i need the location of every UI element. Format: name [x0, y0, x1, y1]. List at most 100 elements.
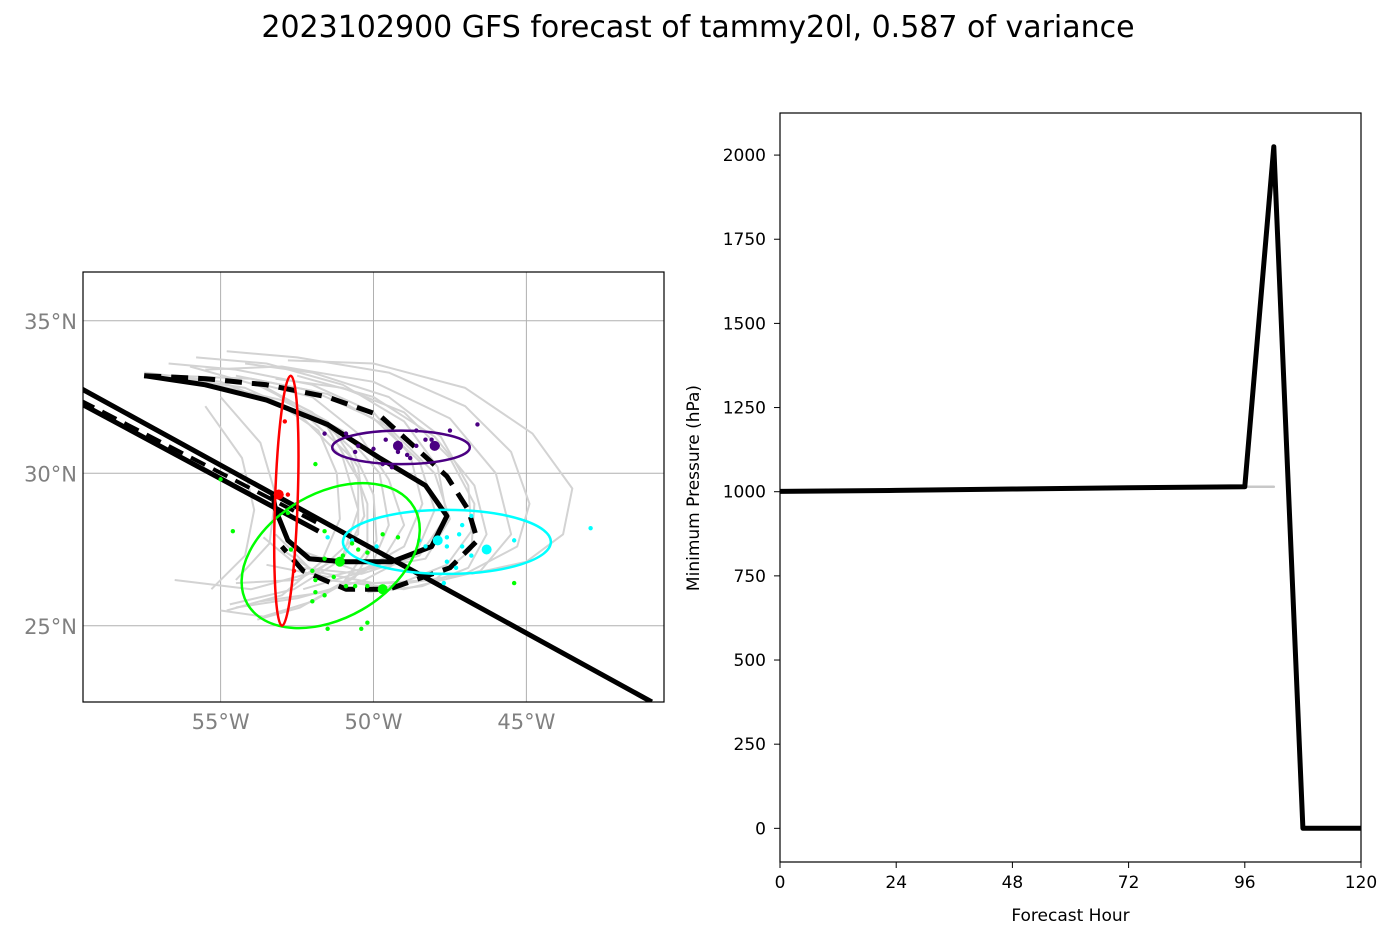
x-tick-label: 120	[1345, 873, 1377, 893]
ensemble-track	[226, 350, 531, 588]
ensemble-position-dot	[313, 590, 318, 595]
ensemble-position-dot	[343, 431, 349, 436]
pressure-frame	[779, 112, 1362, 863]
y-tick-label: 1750	[723, 230, 766, 250]
ensemble-position-dot	[285, 492, 291, 497]
ensemble-position-dot	[380, 532, 385, 537]
ensemble-position-dot	[414, 443, 419, 449]
mean-position-dot	[334, 556, 345, 567]
ensemble-position-dot	[359, 626, 364, 632]
y-tick-label: 1250	[723, 399, 766, 419]
ensemble-track	[196, 356, 448, 575]
uncertainty-ellipse	[272, 374, 300, 627]
lon-tick-label: 55°W	[192, 710, 250, 734]
map-plot-area	[83, 350, 654, 702]
ensemble-position-dot	[423, 544, 428, 549]
ensemble-track	[250, 380, 406, 578]
x-tick-label: 0	[775, 873, 786, 893]
mean-position-dot	[432, 535, 443, 546]
ensemble-position-dot	[285, 510, 291, 516]
pressure-ticks: 0 24 48 72 96 120 0 250 500 750 1000 1250 1500 1750 20…	[723, 146, 1377, 893]
y-tick-label: 2000	[723, 146, 766, 166]
ensemble-position-dot	[453, 565, 459, 571]
y-tick-label: 1000	[723, 483, 766, 503]
ensemble-position-dot	[365, 583, 370, 589]
x-tick-label: 72	[1118, 873, 1140, 893]
ensemble-track	[287, 359, 574, 575]
ensemble-position-dot	[444, 559, 450, 564]
ensemble-position-dot	[511, 538, 517, 543]
x-tick-label: 24	[885, 873, 907, 893]
ensemble-position-dot	[310, 568, 315, 574]
y-tick-label: 0	[755, 819, 766, 839]
uncertainty-ellipse	[341, 508, 553, 576]
ensemble-position-dot	[325, 535, 330, 540]
y-tick-label: 1500	[723, 314, 766, 334]
map-frame	[82, 271, 665, 703]
ensemble-position-dot	[282, 419, 288, 424]
ensemble-position-dot	[444, 535, 450, 540]
map-tick-labels: 55°W 50°W 45°W 35°N 30°N 25°N	[24, 310, 556, 734]
ensemble-position-dot	[322, 556, 327, 561]
ensemble-position-dot	[371, 446, 376, 452]
x-axis-label: Forecast Hour	[1011, 906, 1129, 926]
ensemble-position-dot	[395, 535, 401, 540]
ensemble-position-dot	[459, 522, 465, 528]
ensemble-position-dot	[456, 532, 462, 537]
ensemble-position-dot	[407, 455, 413, 461]
mean-position-dot	[377, 584, 388, 595]
ensemble-position-dot	[310, 599, 315, 604]
map-gridlines	[83, 272, 664, 702]
ensemble-position-dot	[511, 580, 517, 586]
ensemble-position-dot	[352, 583, 358, 589]
mean-track-solid	[143, 373, 450, 565]
mean-position-dot	[392, 440, 403, 451]
mean-track-dashed	[144, 373, 480, 592]
lat-tick-label: 35°N	[24, 310, 77, 334]
figure-title: 2023102900 GFS forecast of tammy20l, 0.5…	[261, 10, 1135, 45]
ensemble-position-dot	[322, 431, 327, 436]
ensemble-position-dot	[322, 529, 327, 534]
ensemble-track	[244, 362, 473, 585]
diagonal-track-solid	[83, 386, 654, 702]
ensemble-track	[229, 387, 366, 606]
ensemble-position-dot	[218, 477, 223, 482]
x-tick-label: 96	[1234, 873, 1256, 893]
ensemble-position-dot	[340, 553, 346, 558]
ensemble-position-dot	[441, 580, 447, 586]
uncertainty-ellipse	[330, 429, 472, 466]
ensemble-position-dot	[288, 547, 294, 552]
mean-pressure-line	[780, 144, 1361, 831]
ensemble-position-dot	[365, 620, 370, 625]
ensemble-position-dot	[444, 544, 450, 549]
ensemble-position-dot	[389, 464, 395, 470]
ensemble-position-dot	[395, 449, 401, 455]
ensemble-position-dot	[429, 437, 434, 442]
mean-position-dot	[429, 440, 440, 451]
ensemble-position-dot	[313, 577, 318, 583]
ensemble-position-dot	[343, 583, 349, 589]
ensemble-position-dot	[313, 461, 318, 467]
ensemble-position-dot	[404, 452, 410, 458]
ensemble-position-dot	[374, 544, 379, 549]
y-tick-label: 500	[734, 651, 766, 671]
pressure-plot-area	[780, 144, 1361, 831]
ensemble-position-dot	[230, 529, 236, 534]
ensemble-position-dot	[349, 538, 355, 543]
ensemble-track	[226, 399, 341, 612]
ensemble-position-dot	[475, 422, 480, 427]
ensemble-position-dot	[322, 593, 327, 598]
track-map-panel: 55°W 50°W 45°W 35°N 30°N 25°N	[24, 271, 665, 734]
ensemble-position-dot	[459, 544, 465, 549]
ensemble-position-dot	[352, 449, 358, 455]
y-tick-label: 750	[734, 567, 766, 587]
ensemble-position-dot	[356, 547, 361, 552]
lat-tick-label: 30°N	[24, 462, 77, 486]
uncertainty-ellipse	[240, 481, 422, 630]
ensemble-position-dot	[365, 550, 370, 555]
lon-tick-label: 45°W	[497, 710, 555, 734]
ensemble-position-dot	[588, 525, 593, 531]
lon-tick-label: 50°W	[345, 710, 403, 734]
ensemble-position-dot	[447, 428, 453, 433]
